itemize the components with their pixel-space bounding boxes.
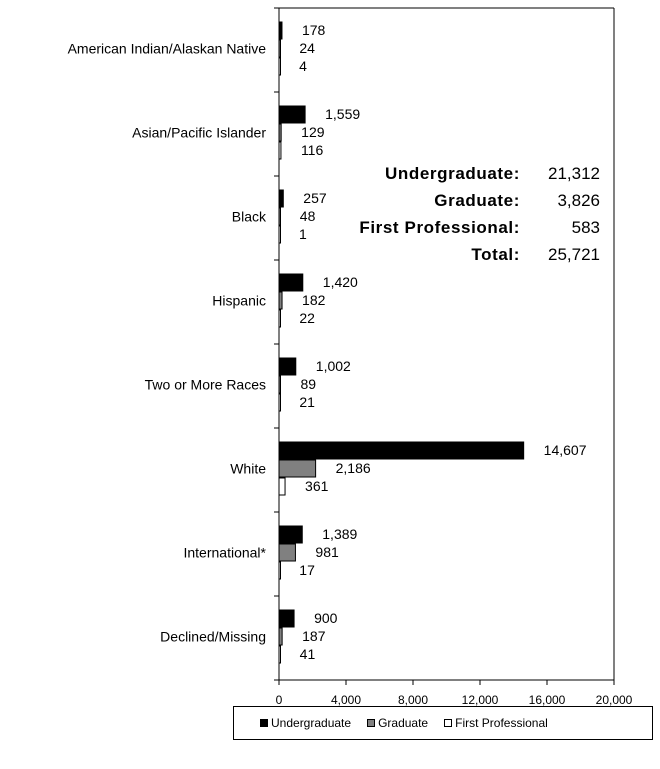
data-label: 129 xyxy=(301,124,325,140)
data-label: 900 xyxy=(314,610,338,626)
data-label: 187 xyxy=(302,628,326,644)
category-label: Hispanic xyxy=(212,293,266,309)
legend-item-undergraduate: Undergraduate xyxy=(260,716,351,730)
x-tick-label: 20,000 xyxy=(596,693,633,707)
category-label: American Indian/Alaskan Native xyxy=(68,41,267,57)
summary-box: Undergraduate: 21,312 Graduate: 3,826 Fi… xyxy=(300,160,600,268)
summary-value: 3,826 xyxy=(557,190,600,210)
x-tick-label: 8,000 xyxy=(398,693,428,707)
bar-graduate xyxy=(278,543,296,562)
data-label: 182 xyxy=(302,292,326,308)
data-label: 257 xyxy=(303,190,327,206)
bar-first-professional xyxy=(278,477,286,496)
data-label: 22 xyxy=(299,310,315,326)
data-label: 116 xyxy=(301,142,324,158)
bar-undergraduate xyxy=(278,525,303,544)
data-label: 24 xyxy=(299,40,315,56)
summary-label: Total: xyxy=(471,244,520,264)
data-label: 1,559 xyxy=(325,106,360,122)
bar-undergraduate xyxy=(278,273,304,292)
summary-label: Graduate: xyxy=(434,190,520,210)
legend-swatch-first-professional xyxy=(444,719,453,727)
bar-undergraduate xyxy=(278,441,525,460)
summary-value: 25,721 xyxy=(548,244,600,264)
x-tick-label: 4,000 xyxy=(331,693,361,707)
data-label: 981 xyxy=(315,544,339,560)
summary-label: First Professional: xyxy=(359,217,520,237)
bar-undergraduate xyxy=(278,189,284,208)
data-label: 17 xyxy=(299,562,315,578)
category-label: Declined/Missing xyxy=(160,629,266,645)
data-label: 41 xyxy=(300,646,316,662)
legend-label: Undergraduate xyxy=(271,716,352,730)
data-label: 4 xyxy=(299,58,307,74)
legend-item-first-professional: First Professional xyxy=(444,716,548,730)
chart-legend: Undergraduate Graduate First Professiona… xyxy=(233,706,653,740)
data-label: 178 xyxy=(302,22,326,38)
data-label: 21 xyxy=(299,394,315,410)
bar-undergraduate xyxy=(278,357,297,376)
legend-label: First Professional xyxy=(455,716,548,730)
summary-row-first-professional: First Professional: 583 xyxy=(300,214,600,241)
legend-swatch-undergraduate xyxy=(260,719,268,727)
category-label: International* xyxy=(183,545,266,561)
legend-swatch-graduate xyxy=(367,719,376,727)
summary-label: Undergraduate: xyxy=(385,163,520,183)
data-label: 1,002 xyxy=(316,358,351,374)
summary-row-total: Total: 25,721 xyxy=(300,241,600,268)
data-label: 1,420 xyxy=(323,274,358,290)
data-label: 1,389 xyxy=(322,526,357,542)
category-label: Two or More Races xyxy=(145,377,266,393)
summary-value: 583 xyxy=(571,217,600,237)
data-label: 361 xyxy=(305,478,329,494)
summary-row-graduate: Graduate: 3,826 xyxy=(300,187,600,214)
legend-label: Graduate xyxy=(378,716,429,730)
legend-item-graduate: Graduate xyxy=(367,716,428,730)
x-tick-label: 16,000 xyxy=(529,693,566,707)
data-label: 89 xyxy=(300,376,316,392)
bar-undergraduate xyxy=(278,609,295,628)
x-tick-label: 12,000 xyxy=(462,693,499,707)
data-label: 14,607 xyxy=(544,442,587,458)
bar-graduate xyxy=(278,459,317,478)
x-tick-label: 0 xyxy=(276,693,283,707)
category-label: Black xyxy=(232,209,267,225)
summary-value: 21,312 xyxy=(548,163,600,183)
category-label: Asian/Pacific Islander xyxy=(132,125,266,141)
data-label: 2,186 xyxy=(336,460,371,476)
summary-row-undergraduate: Undergraduate: 21,312 xyxy=(300,160,600,187)
data-label: 48 xyxy=(300,208,316,224)
category-label: White xyxy=(230,461,266,477)
data-label: 1 xyxy=(299,226,307,242)
bar-undergraduate xyxy=(278,105,306,124)
